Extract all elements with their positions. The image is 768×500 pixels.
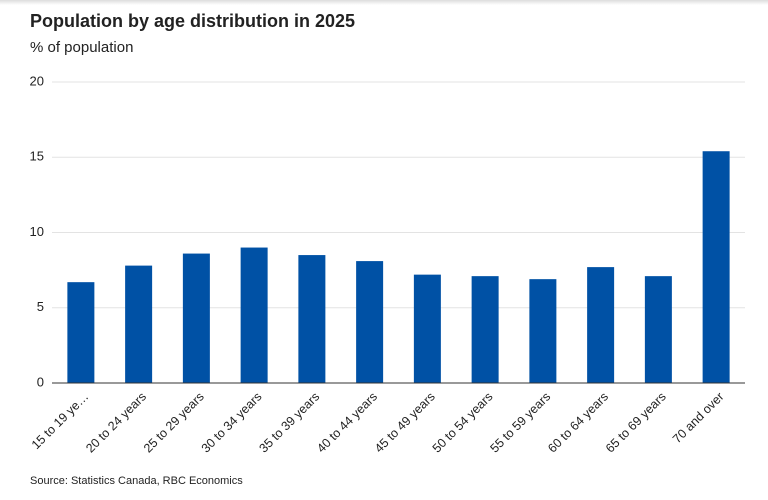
bar [413,274,441,383]
y-tick-label: 20 [30,73,44,88]
bar [529,279,557,383]
x-tick-label: 25 to 29 years [141,390,207,456]
x-tick-label: 15 to 19 ye… [29,390,91,452]
x-tick-label: 60 to 64 years [545,390,611,456]
y-tick-label: 10 [30,224,44,239]
x-tick-label: 55 to 59 years [487,390,553,456]
y-tick-label: 0 [37,374,44,389]
x-tick-label: 20 to 24 years [83,390,149,456]
bar [587,267,615,383]
x-tick-label: 65 to 69 years [603,390,669,456]
y-tick-label: 5 [37,299,44,314]
x-tick-label: 35 to 39 years [256,390,322,456]
bar [702,151,730,383]
x-tick-label: 45 to 49 years [372,390,438,456]
x-tick-label: 70 and over [670,390,727,447]
top-shadow [0,0,768,5]
x-tick-label: 50 to 54 years [430,390,496,456]
bar [471,276,499,383]
bar [240,247,268,383]
source-note: Source: Statistics Canada, RBC Economics [30,475,243,487]
bar [644,276,672,383]
bar [182,253,210,383]
chart-subtitle: % of population [30,39,133,56]
bar [356,261,384,383]
bar [298,255,326,383]
x-tick-label: 40 to 44 years [314,390,380,456]
x-tick-label: 30 to 34 years [199,390,265,456]
bar [125,265,153,383]
y-tick-label: 15 [30,149,44,164]
chart-title: Population by age distribution in 2025 [30,11,355,31]
bar [67,282,95,383]
